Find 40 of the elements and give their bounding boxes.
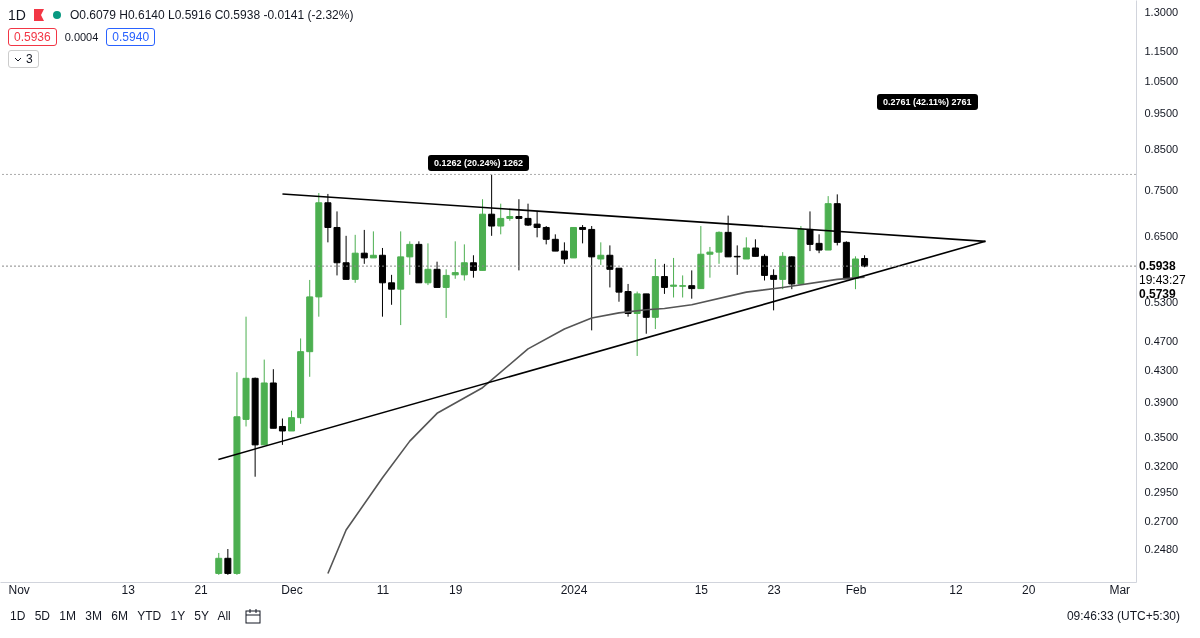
text: O0.6079 H0.6140 L0.5916 C0.5938 -0.0141 (-2.32%) xyxy=(69,8,354,22)
y-tick-label: 0.3500 xyxy=(1144,430,1179,443)
x-tick-label: 19 xyxy=(449,582,463,597)
x-tick-label: Mar xyxy=(1109,582,1131,597)
text: 1D xyxy=(8,7,26,23)
x-tick-label: 11 xyxy=(376,582,390,597)
annotation: 0.5940 xyxy=(106,28,156,46)
x-tick-label: Nov xyxy=(8,582,30,597)
y-tick-label: 1.3000 xyxy=(1144,5,1179,18)
y-tick-label: 0.7500 xyxy=(1144,183,1179,196)
annotation: 3 xyxy=(8,50,39,68)
y-tick-label: 0.2950 xyxy=(1144,486,1179,499)
text: 19:43:27 xyxy=(1139,273,1187,288)
annotation: 0.5936 xyxy=(8,28,57,46)
y-tick-label: 1.1500 xyxy=(1144,45,1179,58)
y-tick-label: 0.3900 xyxy=(1144,395,1179,408)
y-tick-label: 0.8500 xyxy=(1144,143,1179,156)
x-tick-label: 2024 xyxy=(560,582,588,597)
x-tick-label: Dec xyxy=(281,582,303,597)
text: 09:46:33 (UTC+5:30) xyxy=(1066,609,1180,623)
x-tick-label: 15 xyxy=(694,582,709,597)
x-tick-label: Feb xyxy=(845,582,867,597)
ref-line-label: 0.5938 xyxy=(1139,259,1177,274)
y-tick-label: 0.2480 xyxy=(1144,542,1179,555)
y-tick-label: 0.3200 xyxy=(1144,459,1179,472)
y-tick-label: 0.9500 xyxy=(1144,107,1179,120)
x-tick-label: 21 xyxy=(194,582,209,597)
annotation: 0.1262 (20.24%) 1262 xyxy=(428,155,530,171)
x-tick-label: 20 xyxy=(1022,582,1036,597)
annotation: 0.0004 xyxy=(64,31,99,43)
text: 1D 5D 1M 3M 6M YTD 1Y 5Y All xyxy=(10,609,231,623)
x-tick-label: 12 xyxy=(949,582,964,597)
x-tick-label: 23 xyxy=(767,582,782,597)
x-tick-label: 13 xyxy=(121,582,136,597)
y-tick-label: 0.2700 xyxy=(1144,514,1179,527)
annotation: 0.2761 (42.11%) 2761 xyxy=(877,94,978,110)
y-tick-label: 1.0500 xyxy=(1144,74,1179,87)
y-tick-label: 0.4300 xyxy=(1144,364,1179,377)
y-tick-label: 0.6500 xyxy=(1144,230,1179,243)
y-tick-label: 0.4700 xyxy=(1144,335,1179,348)
